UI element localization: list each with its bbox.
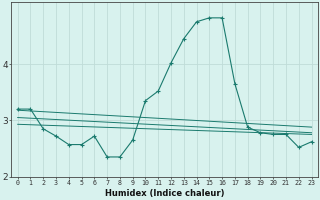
- X-axis label: Humidex (Indice chaleur): Humidex (Indice chaleur): [105, 189, 224, 198]
